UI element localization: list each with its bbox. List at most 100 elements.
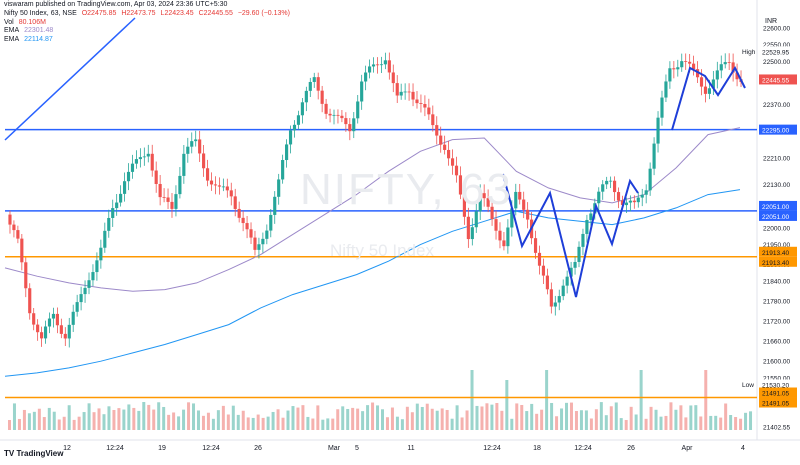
drawn-pattern-line[interactable]	[502, 173, 639, 298]
trend-line[interactable]	[4, 17, 136, 141]
candle-body	[715, 70, 719, 80]
volume-bar	[301, 405, 305, 430]
legend-symbol-row[interactable]: Nifty 50 Index, 63, NSE O22475.85 H22473…	[4, 10, 293, 19]
legend-ema2-value: 22114.87	[24, 35, 53, 43]
x-axis-tick-label: Mar	[328, 445, 341, 452]
volume-bar	[256, 414, 260, 430]
candle-body	[43, 326, 48, 339]
candle-body	[178, 175, 182, 195]
candle-body	[415, 99, 419, 104]
volume-bar	[659, 416, 663, 430]
level-badge: 22295.00	[762, 128, 789, 135]
candle-body	[87, 280, 91, 288]
candle-body	[138, 157, 142, 160]
candle-body	[502, 240, 506, 247]
volume-bar	[430, 408, 434, 430]
y-axis-tick-label: 22600.00	[763, 25, 790, 32]
legend-close: C22445.55	[198, 10, 233, 17]
volume-bar	[515, 403, 519, 430]
volume-bar	[520, 404, 524, 430]
volume-bar	[132, 407, 136, 430]
volume-bar	[351, 407, 355, 430]
legend-ema1-row[interactable]: EMA 22301.48	[4, 27, 293, 36]
volume-bar	[57, 419, 61, 430]
currency-label[interactable]: INR	[765, 18, 778, 25]
volume-bar	[664, 415, 668, 430]
y-axis-tick-label: 21950.00	[763, 242, 790, 249]
candle-body	[257, 244, 261, 250]
volume-bar	[261, 417, 265, 430]
volume-bar	[147, 404, 151, 430]
volume-bar	[196, 410, 200, 430]
candle-body	[431, 114, 435, 126]
legend-vol-row[interactable]: Vol 80.106M	[4, 19, 293, 28]
candle-body	[569, 267, 573, 277]
y-axis-tick-label: 21720.00	[763, 319, 790, 326]
candle-body	[166, 197, 170, 202]
x-axis-tick-label: 26	[254, 445, 262, 452]
candle-body	[352, 118, 356, 132]
candle-body	[395, 83, 399, 96]
volume-bar	[336, 409, 340, 430]
y-axis-tick-label: 21402.55	[763, 425, 790, 432]
candle-body	[63, 333, 67, 339]
candle-body	[16, 230, 20, 239]
volume-bar	[639, 370, 643, 430]
candle-body	[668, 68, 672, 82]
candle-body	[221, 186, 225, 188]
candle-body	[174, 194, 178, 209]
drawn-pattern-line[interactable]	[671, 65, 746, 131]
candle-body	[533, 238, 538, 253]
volume-bar	[420, 406, 424, 430]
volume-bar	[27, 413, 31, 430]
volume-bar	[211, 418, 215, 430]
volume-bar	[684, 417, 688, 430]
legend: Nifty 50 Index, 63, NSE O22475.85 H22473…	[4, 10, 293, 44]
y-axis-tick-label: 21550.00	[763, 375, 790, 382]
candle-body	[182, 153, 186, 176]
candle-body	[486, 198, 490, 207]
level-badge-bg	[759, 210, 797, 221]
volume-bar	[316, 405, 320, 430]
volume-bar	[281, 417, 285, 430]
volume-bar	[530, 403, 534, 430]
volume-bar	[341, 406, 345, 430]
volume-bar	[565, 402, 569, 430]
footer-brand[interactable]: TV TradingView	[4, 449, 63, 458]
candle-body	[198, 139, 202, 154]
candle-body	[526, 209, 530, 220]
candle-body	[632, 200, 636, 203]
volume-bar	[221, 405, 225, 430]
volume-bar	[152, 409, 156, 430]
volume-bar	[495, 403, 499, 430]
candle-body	[383, 60, 387, 65]
legend-low: L22423.45	[160, 10, 194, 17]
candle-body	[711, 79, 715, 89]
candle-body	[727, 62, 731, 63]
x-axis-tick-label: 12:24	[202, 445, 220, 452]
candle-body	[340, 115, 344, 119]
volume-bar	[510, 418, 514, 430]
watermark-name: Nifty 50 Index	[330, 241, 434, 260]
high-badge: 22529.95	[762, 49, 789, 56]
volume-bar	[311, 418, 315, 430]
candle-body	[699, 77, 704, 87]
volume-bar	[192, 403, 196, 430]
volume-bar	[371, 402, 375, 430]
volume-bar	[17, 418, 21, 430]
volume-bar	[395, 416, 399, 430]
volume-bar	[480, 406, 484, 430]
volume-bar	[485, 403, 489, 430]
candle-body	[605, 180, 609, 185]
candle-body	[150, 153, 154, 171]
volume-bar	[654, 409, 658, 430]
candle-body	[296, 115, 301, 125]
candle-body	[656, 117, 660, 144]
level-badge: 22051.00	[762, 204, 789, 211]
legend-ema2-label: EMA	[4, 35, 20, 43]
candle-body	[40, 332, 44, 339]
volume-bar	[236, 414, 240, 430]
legend-ema2-row[interactable]: EMA 22114.87	[4, 36, 293, 45]
x-axis-tick-label: Apr	[682, 445, 694, 452]
